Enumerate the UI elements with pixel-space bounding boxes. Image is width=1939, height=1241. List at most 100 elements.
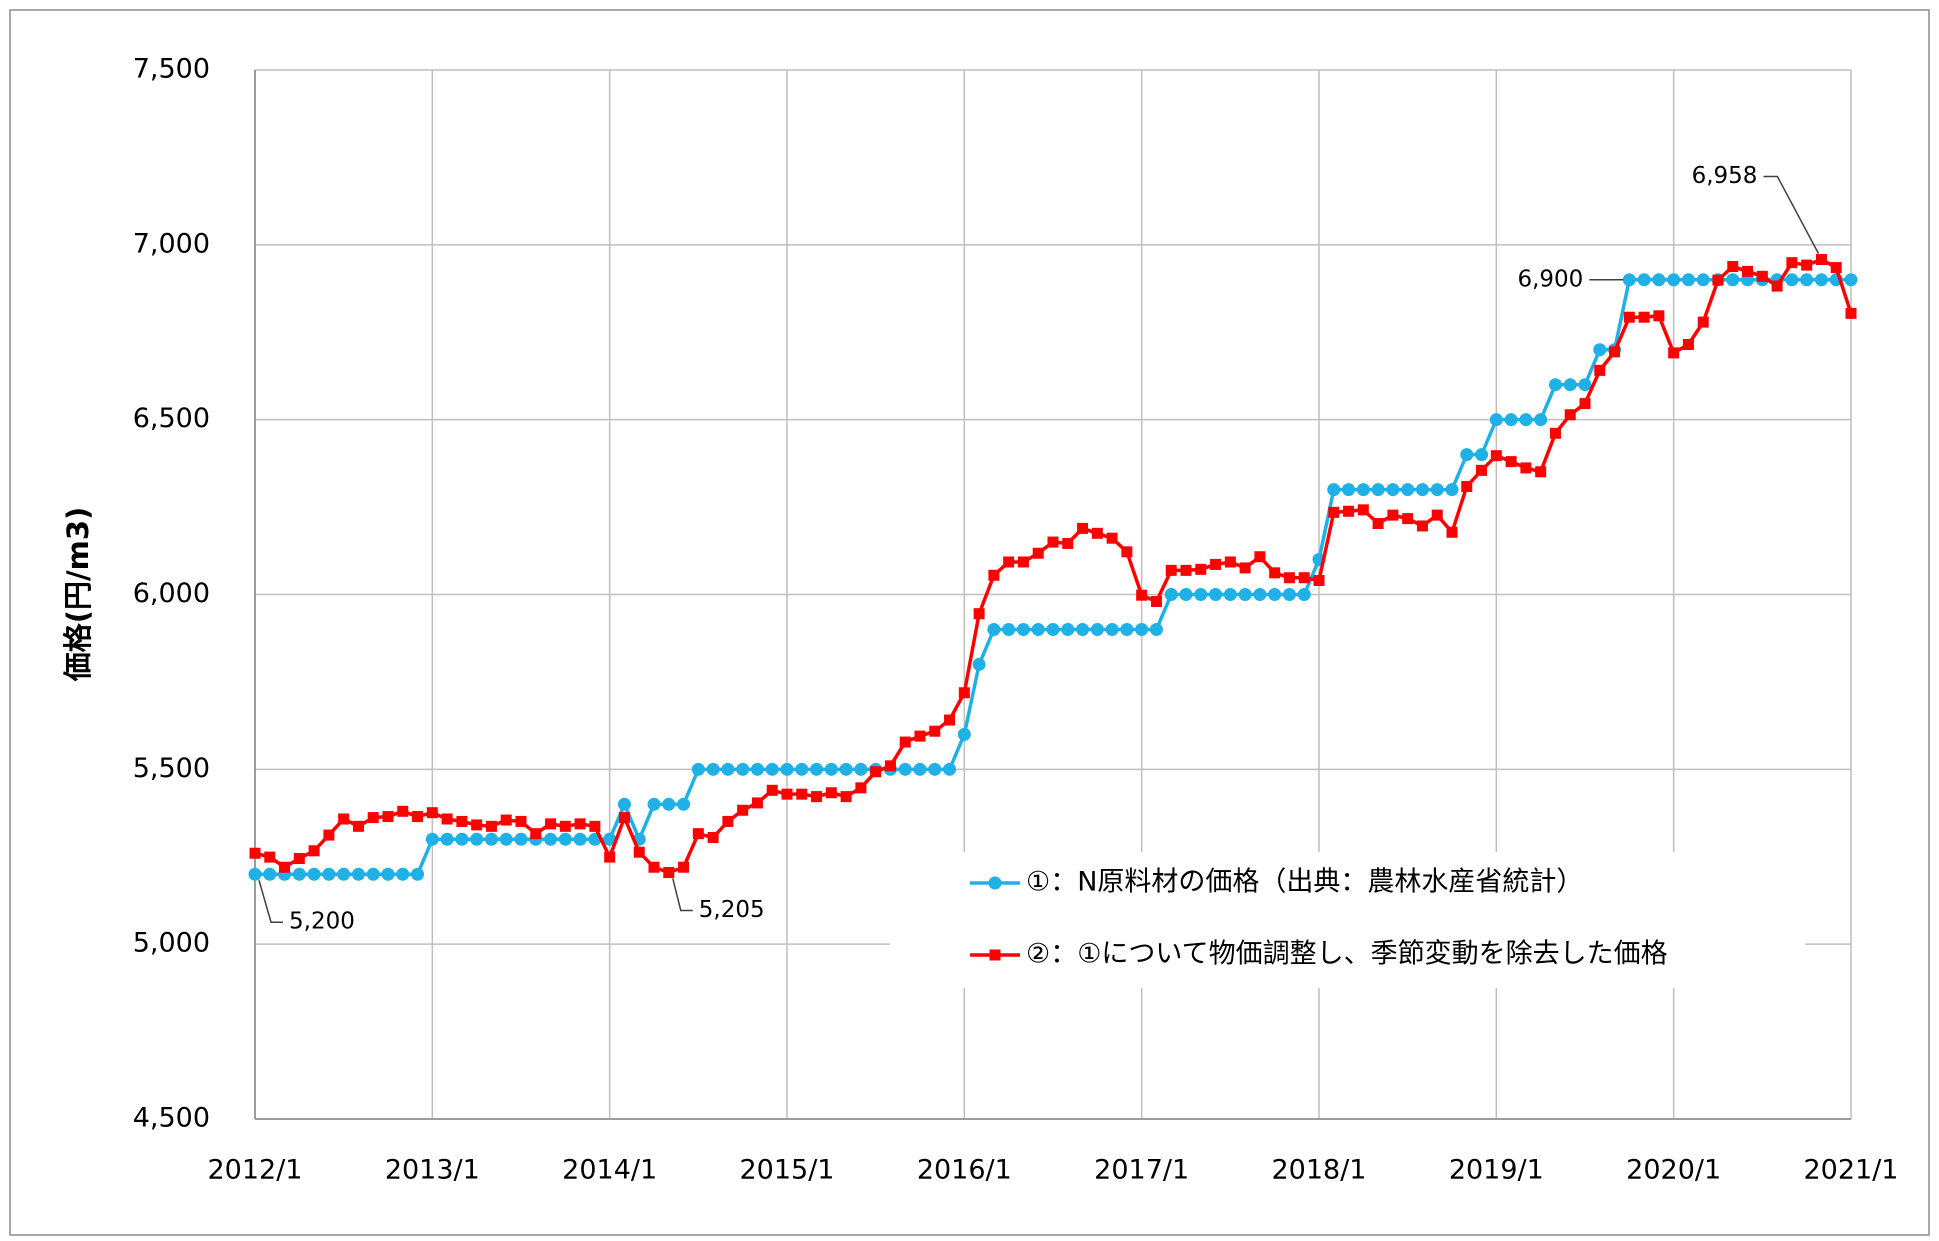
point xyxy=(1401,483,1415,497)
point xyxy=(545,818,557,830)
point xyxy=(1814,273,1828,287)
point xyxy=(1461,480,1473,492)
point xyxy=(943,762,957,776)
point xyxy=(514,832,528,846)
point xyxy=(839,762,853,776)
point xyxy=(366,867,380,881)
point xyxy=(1031,622,1045,636)
point xyxy=(1520,462,1532,474)
point xyxy=(707,832,719,844)
y-tick-label: 4,500 xyxy=(133,1103,210,1134)
point xyxy=(824,762,838,776)
point xyxy=(1726,273,1740,287)
point xyxy=(648,861,660,873)
point xyxy=(678,861,690,873)
point xyxy=(1298,572,1310,584)
point xyxy=(870,766,882,778)
point xyxy=(1844,273,1858,287)
point xyxy=(1047,536,1059,548)
point xyxy=(470,832,484,846)
point xyxy=(722,815,734,827)
point xyxy=(1415,483,1429,497)
point xyxy=(1623,311,1635,323)
point xyxy=(663,866,675,878)
point xyxy=(1238,588,1252,601)
point xyxy=(1135,622,1149,636)
point xyxy=(691,762,705,776)
point xyxy=(1667,273,1681,287)
point xyxy=(1548,378,1562,392)
point xyxy=(854,762,868,776)
y-tick-label: 5,000 xyxy=(133,928,210,959)
point xyxy=(396,867,410,881)
point xyxy=(292,867,306,881)
point xyxy=(929,725,941,737)
point xyxy=(544,832,558,846)
point xyxy=(1105,622,1119,636)
legend-label: ②：①について物価調整し、季節変動を除去した価格 xyxy=(1026,939,1668,970)
point xyxy=(1357,504,1369,516)
point xyxy=(367,812,379,824)
point xyxy=(1313,575,1325,587)
point xyxy=(1785,273,1799,287)
point xyxy=(1445,483,1459,497)
point xyxy=(899,736,911,748)
point xyxy=(795,762,809,776)
point xyxy=(1801,259,1813,271)
point xyxy=(440,832,454,846)
point xyxy=(248,867,262,881)
point xyxy=(1253,588,1267,601)
point xyxy=(1756,270,1768,282)
point xyxy=(603,832,617,846)
y-tick-label: 6,500 xyxy=(133,403,210,434)
data-label: 6,900 xyxy=(1517,266,1583,292)
point xyxy=(1712,274,1724,286)
point xyxy=(1490,450,1502,462)
point xyxy=(1210,558,1222,570)
point xyxy=(840,791,852,803)
point xyxy=(944,714,956,726)
point xyxy=(1077,522,1089,534)
point xyxy=(914,730,926,742)
point xyxy=(485,820,497,832)
point xyxy=(1032,547,1044,559)
point xyxy=(706,762,720,776)
point xyxy=(1239,562,1251,574)
point xyxy=(1505,456,1517,468)
point xyxy=(279,861,291,873)
y-tick-label: 5,500 xyxy=(133,753,210,784)
data-label: 5,200 xyxy=(289,909,355,935)
point xyxy=(1254,551,1266,563)
point xyxy=(1668,347,1680,359)
point xyxy=(765,762,779,776)
point xyxy=(1002,622,1016,636)
point xyxy=(293,852,305,864)
x-tick-label: 2019/1 xyxy=(1449,1155,1544,1186)
point xyxy=(441,813,453,825)
point xyxy=(988,569,1000,581)
y-tick-label: 6,000 xyxy=(133,578,210,609)
point xyxy=(677,797,691,811)
point xyxy=(751,797,763,809)
point xyxy=(1076,622,1090,636)
point xyxy=(249,847,261,859)
point xyxy=(750,762,764,776)
point xyxy=(1446,526,1458,538)
point xyxy=(1269,567,1281,579)
chart-border xyxy=(9,9,1930,1236)
point xyxy=(1342,483,1356,497)
point xyxy=(1120,622,1134,636)
point xyxy=(1578,378,1592,392)
point xyxy=(737,804,749,816)
point xyxy=(1356,483,1370,497)
point xyxy=(796,788,808,800)
point xyxy=(898,762,912,776)
point xyxy=(471,819,483,831)
point xyxy=(499,832,513,846)
x-tick-label: 2021/1 xyxy=(1804,1155,1899,1186)
point xyxy=(692,828,704,840)
point xyxy=(1786,257,1798,269)
x-tick-label: 2018/1 xyxy=(1272,1155,1367,1186)
point xyxy=(559,820,571,832)
